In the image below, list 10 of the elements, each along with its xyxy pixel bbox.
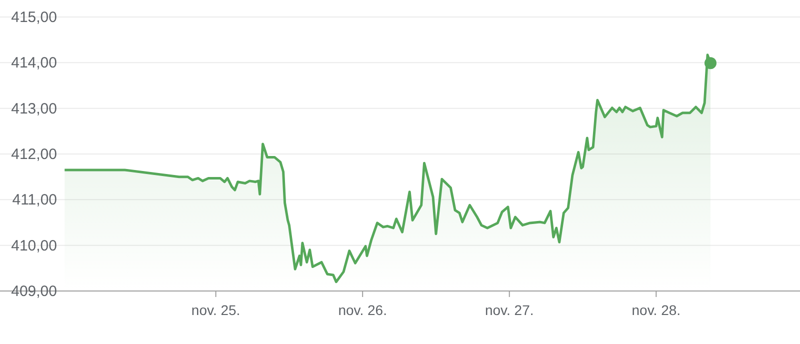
- x-tick-label: nov. 25.: [191, 302, 240, 318]
- y-tick-label: 411,00: [12, 192, 57, 209]
- x-tick-label: nov. 27.: [484, 302, 534, 318]
- y-tick-label: 410,00: [11, 237, 57, 254]
- y-tick-label: 412,00: [11, 146, 57, 163]
- y-tick-label: 413,00: [11, 100, 57, 118]
- y-tick-label: 415,00: [11, 9, 57, 26]
- x-tick-label: nov. 26.: [338, 302, 387, 318]
- x-tick-label: nov. 28.: [632, 302, 681, 318]
- y-tick-label: 414,00: [11, 54, 57, 72]
